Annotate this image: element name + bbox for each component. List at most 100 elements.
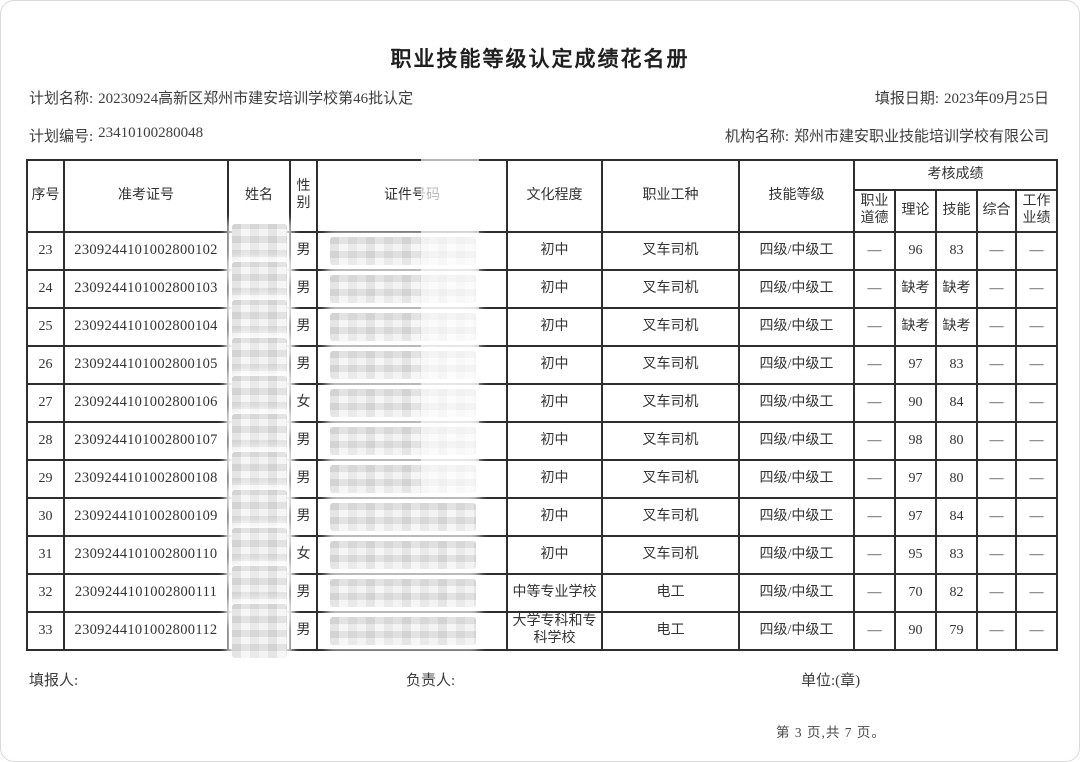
cell-education: 初中 bbox=[506, 231, 603, 271]
cell-score-ethics: — bbox=[853, 459, 896, 499]
cell-score-comprehensive: — bbox=[976, 345, 1017, 385]
cell-score-work: — bbox=[1014, 459, 1059, 499]
header-score-comprehensive: 综合 bbox=[976, 189, 1017, 233]
table-row: 25 2309244101002800104 男 初中 叉车司机 四级/中级工 … bbox=[26, 300, 1059, 354]
cell-score-comprehensive: — bbox=[976, 269, 1017, 309]
cell-score-theory: 缺考 bbox=[894, 307, 937, 347]
header-occupation: 职业工种 bbox=[601, 159, 740, 233]
page-title: 职业技能等级认定成绩花名册 bbox=[390, 47, 690, 71]
redacted-id-blur bbox=[330, 617, 476, 645]
cell-score-work: — bbox=[1014, 535, 1059, 575]
cell-education: 初中 bbox=[506, 497, 603, 537]
table-row: 29 2309244101002800108 男 初中 叉车司机 四级/中级工 … bbox=[26, 452, 1059, 506]
cell-occupation: 叉车司机 bbox=[601, 459, 740, 499]
redacted-id-blur bbox=[330, 313, 476, 341]
header-name: 姓名 bbox=[227, 159, 291, 233]
plan-name-value: 20230924高新区郑州市建安培训学校第46批认定 bbox=[98, 91, 414, 107]
cell-score-theory: 90 bbox=[894, 383, 937, 423]
cell-gender: 男 bbox=[289, 231, 318, 271]
report-date-value: 2023年09月25日 bbox=[943, 91, 1049, 107]
cell-id-number bbox=[316, 383, 508, 423]
cell-occupation: 电工 bbox=[601, 573, 740, 613]
cell-id-number bbox=[316, 497, 508, 537]
meta-row-2: 计划编号: 23410100280048 机构名称: 郑州市建安职业技能培训学校… bbox=[29, 125, 1049, 146]
cell-skill-level: 四级/中级工 bbox=[738, 307, 855, 347]
cell-skill-level: 四级/中级工 bbox=[738, 345, 855, 385]
header-score-work: 工作业绩 bbox=[1014, 189, 1059, 233]
org-name-value: 郑州市建安职业技能培训学校有限公司 bbox=[793, 129, 1049, 145]
cell-score-skill: 80 bbox=[935, 421, 978, 461]
cell-gender: 男 bbox=[289, 573, 318, 613]
cell-gender: 男 bbox=[289, 269, 318, 309]
cell-education: 初中 bbox=[506, 383, 603, 423]
cell-score-ethics: — bbox=[853, 345, 896, 385]
cell-education: 大学专科和专科学校 bbox=[506, 611, 603, 651]
cell-exam-id: 2309244101002800108 bbox=[63, 459, 229, 499]
header-education: 文化程度 bbox=[506, 159, 603, 233]
cell-skill-level: 四级/中级工 bbox=[738, 573, 855, 613]
cell-serial: 33 bbox=[26, 611, 65, 651]
cell-score-ethics: — bbox=[853, 535, 896, 575]
cell-exam-id: 2309244101002800107 bbox=[63, 421, 229, 461]
page-indicator: 第 3 页,共 7 页。 bbox=[776, 725, 886, 740]
cell-occupation: 叉车司机 bbox=[601, 535, 740, 575]
cell-score-work: — bbox=[1014, 231, 1059, 271]
cell-score-comprehensive: — bbox=[976, 611, 1017, 651]
plan-number-value: 23410100280048 bbox=[98, 125, 204, 141]
redacted-id-blur bbox=[330, 465, 476, 493]
cell-score-comprehensive: — bbox=[976, 535, 1017, 575]
cell-score-comprehensive: — bbox=[976, 307, 1017, 347]
cell-serial: 25 bbox=[26, 307, 65, 347]
cell-score-ethics: — bbox=[853, 611, 896, 651]
cell-score-work: — bbox=[1014, 383, 1059, 423]
header-gender: 性别 bbox=[289, 159, 318, 233]
cell-score-skill: 84 bbox=[935, 383, 978, 423]
header-exam-id: 准考证号 bbox=[63, 159, 229, 233]
cell-serial: 32 bbox=[26, 573, 65, 613]
cell-id-number bbox=[316, 345, 508, 385]
cell-score-ethics: — bbox=[853, 307, 896, 347]
plan-number-label: 计划编号: bbox=[29, 129, 94, 145]
cell-gender: 男 bbox=[289, 497, 318, 537]
score-roster-table: 序号 准考证号 姓名 性别 证件号码 文化程度 职业工种 技能等级 考核成绩 职… bbox=[26, 159, 1059, 658]
cell-exam-id: 2309244101002800106 bbox=[63, 383, 229, 423]
cell-score-work: — bbox=[1014, 497, 1059, 537]
cell-gender: 女 bbox=[289, 383, 318, 423]
cell-education: 中等专业学校 bbox=[506, 573, 603, 613]
table-row: 30 2309244101002800109 男 初中 叉车司机 四级/中级工 … bbox=[26, 490, 1059, 544]
cell-gender: 男 bbox=[289, 421, 318, 461]
meta-row-1: 计划名称: 20230924高新区郑州市建安培训学校第46批认定 填报日期: 2… bbox=[29, 87, 1049, 108]
cell-score-theory: 97 bbox=[894, 345, 937, 385]
cell-score-skill: 84 bbox=[935, 497, 978, 537]
cell-score-work: — bbox=[1014, 307, 1059, 347]
cell-score-theory: 90 bbox=[894, 611, 937, 651]
cell-exam-id: 2309244101002800111 bbox=[63, 573, 229, 613]
cell-id-number bbox=[316, 231, 508, 271]
cell-score-comprehensive: — bbox=[976, 459, 1017, 499]
cell-gender: 女 bbox=[289, 535, 318, 575]
cell-education: 初中 bbox=[506, 535, 603, 575]
cell-score-theory: 98 bbox=[894, 421, 937, 461]
cell-score-ethics: — bbox=[853, 497, 896, 537]
cell-education: 初中 bbox=[506, 269, 603, 309]
cell-score-work: — bbox=[1014, 611, 1059, 651]
org-name: 机构名称: 郑州市建安职业技能培训学校有限公司 bbox=[725, 125, 1049, 146]
cell-skill-level: 四级/中级工 bbox=[738, 269, 855, 309]
redacted-id-blur bbox=[330, 389, 476, 417]
cell-occupation: 叉车司机 bbox=[601, 269, 740, 309]
table-row: 23 2309244101002800102 男 初中 叉车司机 四级/中级工 … bbox=[26, 224, 1059, 278]
cell-score-skill: 缺考 bbox=[935, 269, 978, 309]
cell-serial: 31 bbox=[26, 535, 65, 575]
redacted-id-blur bbox=[330, 541, 476, 569]
header-score-skill: 技能 bbox=[935, 189, 978, 233]
cell-score-theory: 97 bbox=[894, 459, 937, 499]
cell-skill-level: 四级/中级工 bbox=[738, 459, 855, 499]
header-skill-level: 技能等级 bbox=[738, 159, 855, 233]
table-row: 24 2309244101002800103 男 初中 叉车司机 四级/中级工 … bbox=[26, 262, 1059, 316]
redacted-id-blur bbox=[330, 351, 476, 379]
cell-serial: 23 bbox=[26, 231, 65, 271]
cell-occupation: 叉车司机 bbox=[601, 307, 740, 347]
unit-seal-label: 单位:(章) bbox=[801, 673, 861, 689]
redacted-id-blur bbox=[330, 275, 476, 303]
